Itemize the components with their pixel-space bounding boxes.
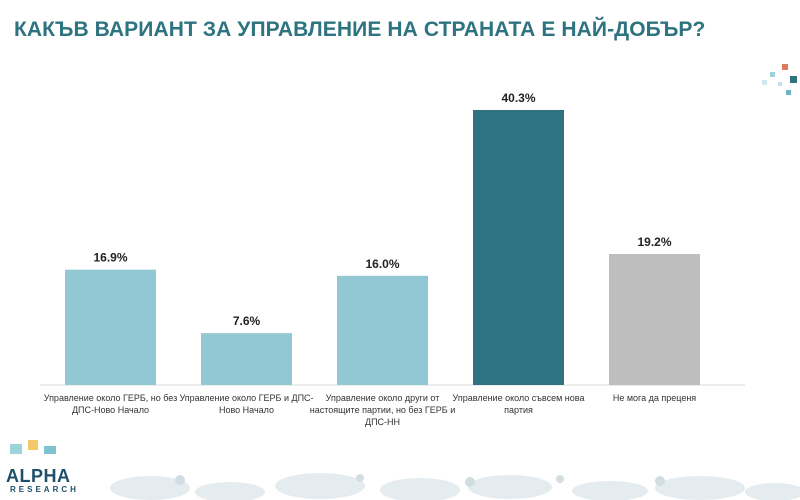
category-label: Управление около съвсем нова партия: [453, 393, 585, 415]
bar: [201, 333, 292, 385]
bar: [337, 275, 428, 385]
data-label: 16.9%: [93, 251, 127, 265]
category-label: Управление около други от настоящите парт…: [310, 393, 455, 427]
alpha-research-logo: ALPHA RESEARCH: [0, 454, 100, 500]
data-label: 7.6%: [233, 314, 261, 328]
bar: [473, 110, 564, 385]
category-label: Управление около ГЕРБ, но без ДПС-Ново На…: [44, 393, 178, 415]
bar: [609, 253, 700, 385]
logo-text-top: ALPHA: [6, 466, 71, 486]
chart-title: КАКЪВ ВАРИАНТ ЗА УПРАВЛЕНИЕ НА СТРАНАТА …: [14, 18, 706, 41]
bar: [65, 269, 156, 385]
data-label: 19.2%: [637, 235, 671, 249]
data-label: 16.0%: [365, 257, 399, 271]
decorative-squares-icon: [762, 64, 797, 95]
gift-icon: [10, 440, 56, 456]
winter-decoration-footer: [10, 440, 800, 500]
data-label: 40.3%: [501, 91, 535, 105]
logo-text-bottom: RESEARCH: [10, 485, 79, 494]
category-label: Не мога да преценя: [613, 393, 696, 403]
category-label: Управление около ГЕРБ и ДПС-Ново Начало: [179, 393, 313, 415]
